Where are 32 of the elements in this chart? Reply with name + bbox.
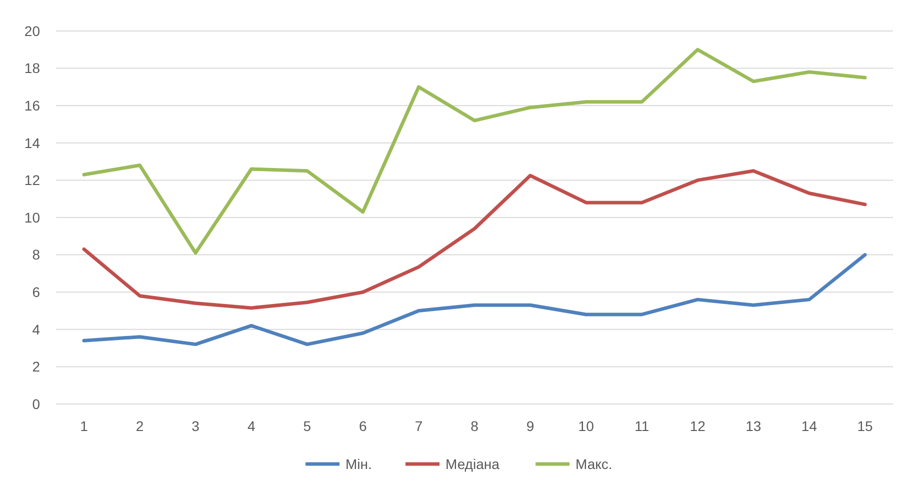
legend-label: Макс. <box>576 456 612 472</box>
x-tick-label: 1 <box>80 418 88 434</box>
x-tick-label: 4 <box>247 418 256 434</box>
x-tick-label: 11 <box>634 418 650 434</box>
x-tick-label: 3 <box>192 418 200 434</box>
line-series <box>82 48 867 255</box>
y-tick-label: 10 <box>24 209 40 226</box>
y-tick-label: 2 <box>32 358 40 375</box>
y-tick-label: 4 <box>32 321 40 338</box>
legend-label: Мін. <box>346 456 372 472</box>
x-tick-label: 7 <box>414 418 423 434</box>
y-tick-label: 8 <box>32 246 40 263</box>
x-tick-label: 10 <box>578 418 594 434</box>
line-series <box>82 169 867 310</box>
y-tick-label: 20 <box>24 22 40 39</box>
x-tick-label: 5 <box>303 418 312 434</box>
line-series <box>82 253 867 346</box>
x-tick-label: 9 <box>526 418 534 434</box>
y-tick-label: 14 <box>24 134 40 151</box>
x-tick-label: 12 <box>690 418 706 434</box>
legend-label: Медіана <box>446 456 500 472</box>
x-tick-label: 14 <box>801 418 818 434</box>
y-tick-label: 18 <box>24 60 40 76</box>
y-tick-label: 6 <box>32 284 40 300</box>
x-tick-label: 15 <box>857 418 873 434</box>
x-tick-label: 13 <box>746 418 762 434</box>
y-tick-label: 16 <box>24 98 40 114</box>
x-tick-label: 6 <box>359 418 368 434</box>
y-tick-label: 12 <box>24 172 40 188</box>
x-tick-label: 8 <box>470 418 479 434</box>
y-tick-label: 0 <box>32 396 40 412</box>
x-tick-label: 2 <box>136 418 144 434</box>
